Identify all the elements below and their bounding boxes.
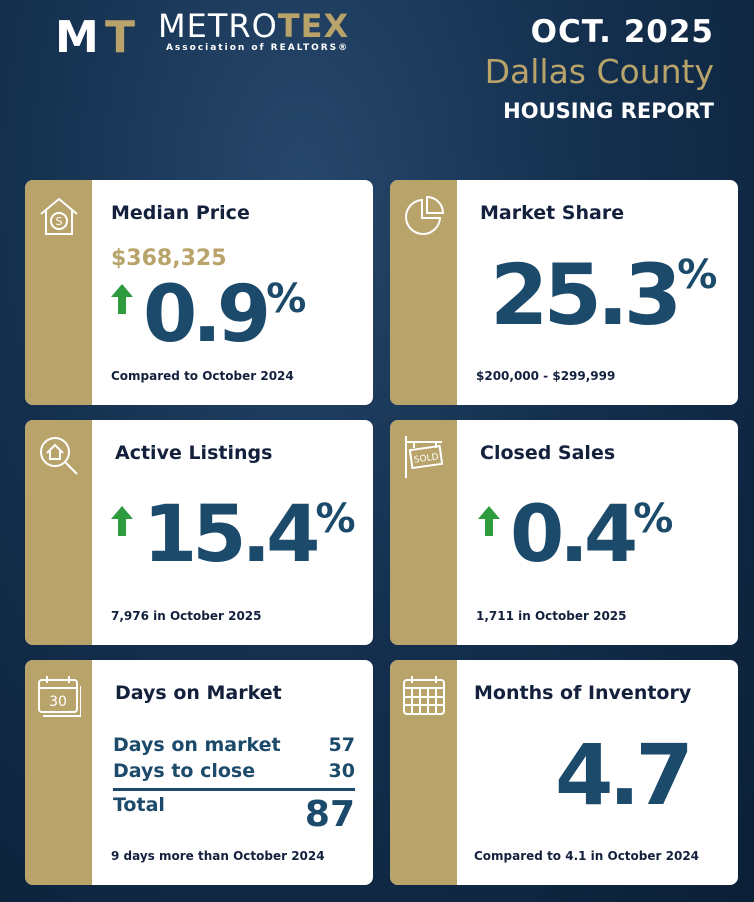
report-title: HOUSING REPORT — [503, 99, 714, 123]
market-share-card: Market Share 25.3% $200,000 - $299,999 — [390, 180, 738, 405]
median-price-card: S Median Price $368,325 0.9% Compared to… — [25, 180, 373, 405]
card-footer: 1,711 in October 2025 — [476, 609, 627, 623]
brand-sub: Association of REALTORS® — [165, 43, 350, 53]
house-dollar-icon: S — [40, 197, 78, 235]
market-share-value: 25.3% — [490, 246, 718, 344]
closed-sales-card: SOLD Closed Sales 0.4% 1,711 in October … — [390, 420, 738, 645]
closed-sales-change: 0.4% — [510, 490, 674, 580]
card-title: Median Price — [111, 202, 250, 224]
svg-text:S: S — [56, 215, 63, 228]
up-arrow-icon — [111, 506, 133, 536]
card-title: Market Share — [480, 202, 625, 224]
sold-sign-icon: SOLD — [405, 436, 444, 478]
median-price-change: 0.9% — [143, 270, 307, 360]
active-listings-change: 15.4% — [143, 490, 356, 580]
card-footer: 9 days more than October 2024 — [111, 849, 325, 863]
card-title: Days on Market — [115, 682, 282, 704]
up-arrow-icon — [111, 284, 133, 314]
months-inventory-value: 4.7 — [555, 726, 694, 824]
active-listings-card: Active Listings 15.4% 7,976 in October 2… — [25, 420, 373, 645]
brand-name: METROTEX — [158, 7, 350, 45]
report-date: OCT. 2025 — [530, 14, 714, 50]
dom-row: Days to close 30 — [113, 760, 355, 782]
up-arrow-icon — [478, 506, 500, 536]
svg-text:SOLD: SOLD — [413, 452, 439, 465]
pie-chart-icon — [405, 195, 445, 235]
calendar-grid-icon — [403, 676, 445, 715]
house-search-icon — [40, 437, 78, 475]
dom-total-row: Total 87 — [113, 794, 355, 835]
card-footer: 7,976 in October 2025 — [111, 609, 262, 623]
card-title: Months of Inventory — [474, 682, 692, 704]
card-footer: $200,000 - $299,999 — [476, 369, 616, 383]
card-footer: Compared to 4.1 in October 2024 — [474, 849, 700, 863]
svg-text:30: 30 — [49, 694, 67, 710]
card-title: Active Listings — [115, 442, 273, 464]
divider — [113, 788, 355, 791]
months-inventory-card: Months of Inventory 4.7 Compared to 4.1 … — [390, 660, 738, 885]
dom-row: Days on market 57 — [113, 734, 355, 756]
days-on-market-card: 30 Days on Market Days on market 57 Days … — [25, 660, 373, 885]
card-footer: Compared to October 2024 — [111, 369, 294, 383]
county-name: Dallas County — [484, 52, 714, 91]
calendar-30-icon: 30 — [38, 676, 81, 717]
card-title: Closed Sales — [480, 442, 616, 464]
median-price-value: $368,325 — [111, 246, 227, 271]
